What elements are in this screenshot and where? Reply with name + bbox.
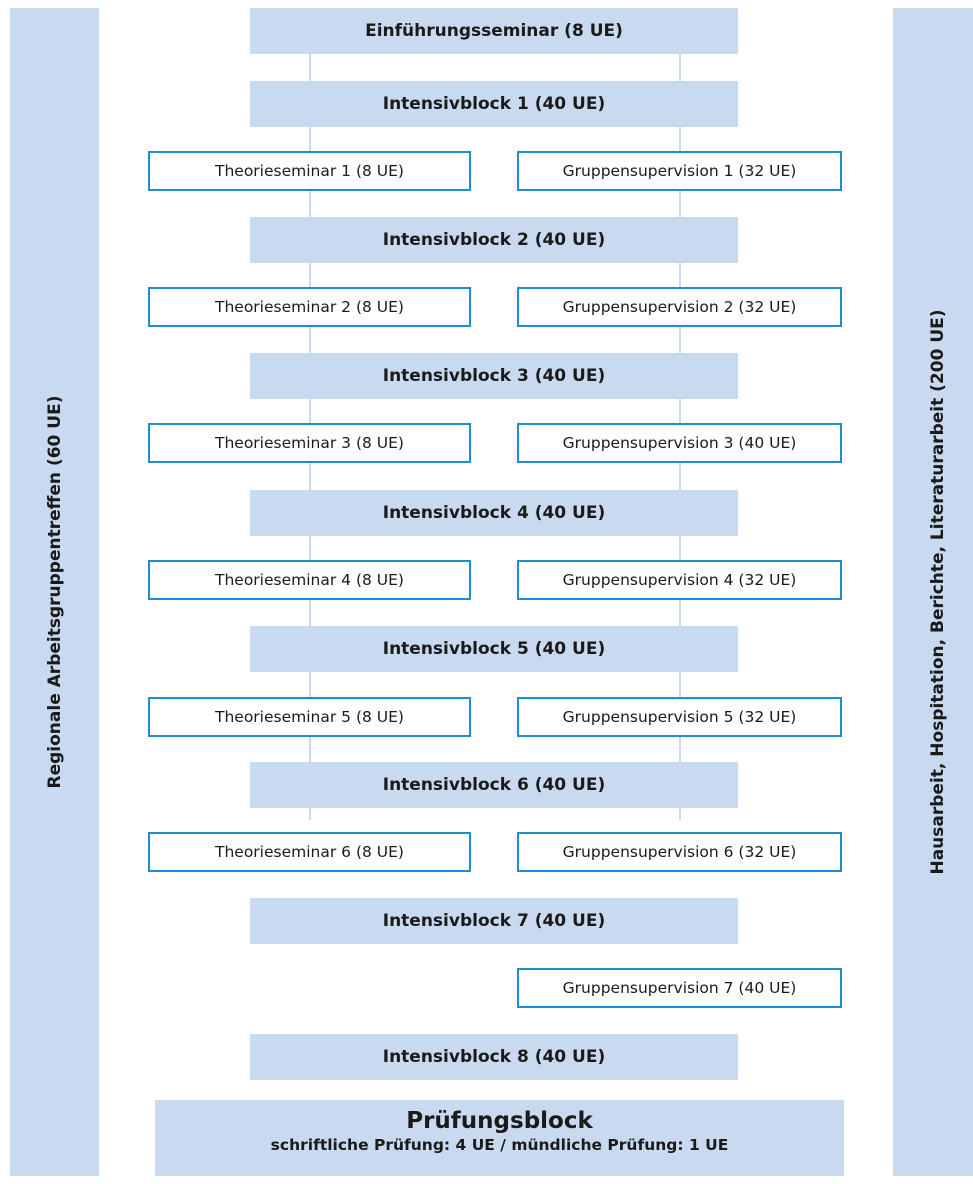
group-supervision-1: Gruppensupervision 1 (32 UE) xyxy=(517,151,842,191)
group-supervision-4: Gruppensupervision 4 (32 UE) xyxy=(517,560,842,600)
theory-seminar-3: Theorieseminar 3 (8 UE) xyxy=(148,423,471,463)
group-supervision-label: Gruppensupervision 6 (32 UE) xyxy=(562,843,797,861)
group-supervision-7: Gruppensupervision 7 (40 UE) xyxy=(517,968,842,1008)
left-sidebar: Regionale Arbeitsgruppentreffen (60 UE) xyxy=(10,8,99,1176)
group-supervision-label: Gruppensupervision 7 (40 UE) xyxy=(562,979,797,997)
group-supervision-label: Gruppensupervision 2 (32 UE) xyxy=(562,298,797,316)
theory-seminar-4: Theorieseminar 4 (8 UE) xyxy=(148,560,471,600)
theory-seminar-1: Theorieseminar 1 (8 UE) xyxy=(148,151,471,191)
intensive-block-label: Intensivblock 4 (40 UE) xyxy=(382,503,606,523)
intensive-block-label: Intensivblock 3 (40 UE) xyxy=(382,366,606,386)
right-sidebar-label: Hausarbeit, Hospitation, Berichte, Liter… xyxy=(927,309,948,875)
intensive-block-1: Intensivblock 1 (40 UE) xyxy=(250,81,738,127)
intro-seminar-box: Einführungsseminar (8 UE) xyxy=(250,8,738,54)
group-supervision-label: Gruppensupervision 1 (32 UE) xyxy=(562,162,797,180)
group-supervision-label: Gruppensupervision 3 (40 UE) xyxy=(562,434,797,452)
group-supervision-label: Gruppensupervision 5 (32 UE) xyxy=(562,708,797,726)
right-sidebar: Hausarbeit, Hospitation, Berichte, Liter… xyxy=(893,8,973,1176)
intensive-block-label: Intensivblock 5 (40 UE) xyxy=(382,639,606,659)
group-supervision-6: Gruppensupervision 6 (32 UE) xyxy=(517,832,842,872)
exam-title: Prüfungsblock xyxy=(406,1108,593,1134)
group-supervision-3: Gruppensupervision 3 (40 UE) xyxy=(517,423,842,463)
intensive-block-7: Intensivblock 7 (40 UE) xyxy=(250,898,738,944)
left-sidebar-label: Regionale Arbeitsgruppentreffen (60 UE) xyxy=(44,395,65,789)
intensive-block-label: Intensivblock 6 (40 UE) xyxy=(382,775,606,795)
theory-seminar-2: Theorieseminar 2 (8 UE) xyxy=(148,287,471,327)
theory-seminar-5: Theorieseminar 5 (8 UE) xyxy=(148,697,471,737)
theory-seminar-label: Theorieseminar 1 (8 UE) xyxy=(215,162,404,180)
intro-seminar-label: Einführungsseminar (8 UE) xyxy=(365,21,623,41)
exam-block: Prüfungsblock schriftliche Prüfung: 4 UE… xyxy=(155,1100,844,1176)
intensive-block-label: Intensivblock 1 (40 UE) xyxy=(382,94,606,114)
theory-seminar-label: Theorieseminar 6 (8 UE) xyxy=(215,843,404,861)
intensive-block-6: Intensivblock 6 (40 UE) xyxy=(250,762,738,808)
intensive-block-3: Intensivblock 3 (40 UE) xyxy=(250,353,738,399)
intensive-block-5: Intensivblock 5 (40 UE) xyxy=(250,626,738,672)
intensive-block-4: Intensivblock 4 (40 UE) xyxy=(250,490,738,536)
group-supervision-5: Gruppensupervision 5 (32 UE) xyxy=(517,697,842,737)
theory-seminar-label: Theorieseminar 2 (8 UE) xyxy=(215,298,404,316)
intensive-block-8: Intensivblock 8 (40 UE) xyxy=(250,1034,738,1080)
theory-seminar-6: Theorieseminar 6 (8 UE) xyxy=(148,832,471,872)
theory-seminar-label: Theorieseminar 3 (8 UE) xyxy=(215,434,404,452)
group-supervision-label: Gruppensupervision 4 (32 UE) xyxy=(562,571,797,589)
group-supervision-2: Gruppensupervision 2 (32 UE) xyxy=(517,287,842,327)
intensive-block-2: Intensivblock 2 (40 UE) xyxy=(250,217,738,263)
theory-seminar-label: Theorieseminar 5 (8 UE) xyxy=(215,708,404,726)
intensive-block-label: Intensivblock 7 (40 UE) xyxy=(382,911,606,931)
theory-seminar-label: Theorieseminar 4 (8 UE) xyxy=(215,571,404,589)
exam-detail: schriftliche Prüfung: 4 UE / mündliche P… xyxy=(270,1136,729,1154)
intensive-block-label: Intensivblock 2 (40 UE) xyxy=(382,230,606,250)
intensive-block-label: Intensivblock 8 (40 UE) xyxy=(382,1047,606,1067)
